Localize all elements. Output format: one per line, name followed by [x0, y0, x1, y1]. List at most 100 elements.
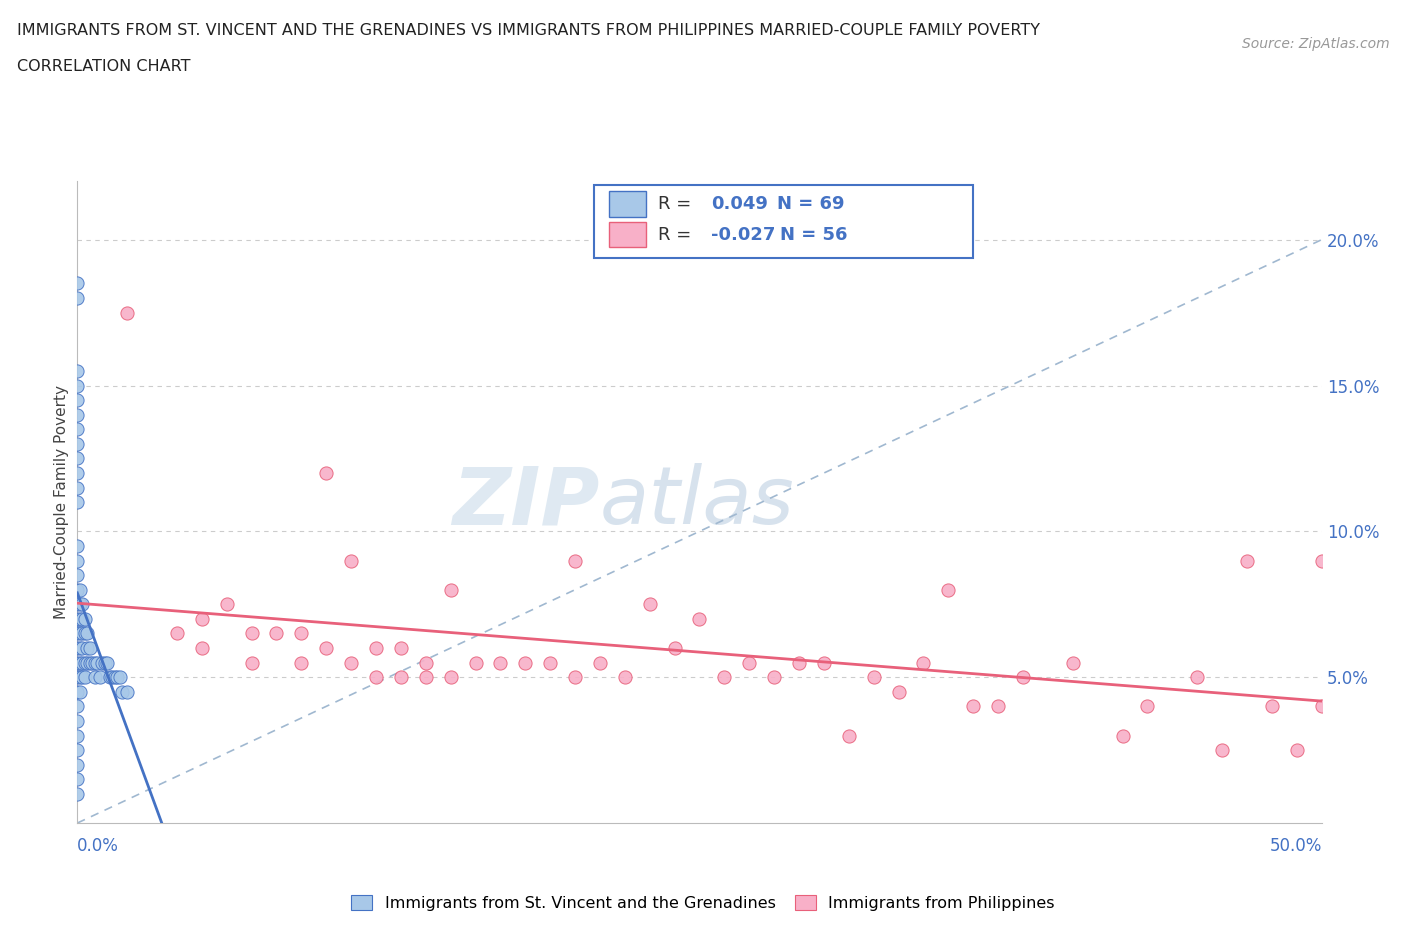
Text: CORRELATION CHART: CORRELATION CHART	[17, 59, 190, 73]
Point	[66, 364, 89, 379]
Point	[415, 670, 437, 684]
Text: atlas: atlas	[600, 463, 794, 541]
Text: 0.0%: 0.0%	[77, 837, 120, 855]
Point	[69, 656, 91, 671]
Point	[240, 656, 263, 671]
Point	[108, 670, 131, 684]
Point	[104, 670, 127, 684]
Point	[515, 656, 537, 671]
Point	[1211, 743, 1233, 758]
Text: 0.049: 0.049	[710, 194, 768, 213]
Point	[73, 611, 96, 626]
Point	[987, 699, 1010, 714]
FancyBboxPatch shape	[609, 221, 645, 247]
Point	[862, 670, 884, 684]
Point	[66, 538, 89, 553]
Text: 50.0%: 50.0%	[1270, 837, 1322, 855]
Point	[1187, 670, 1209, 684]
Text: Source: ZipAtlas.com: Source: ZipAtlas.com	[1241, 37, 1389, 51]
Point	[76, 656, 98, 671]
FancyBboxPatch shape	[609, 191, 645, 217]
Point	[72, 641, 94, 656]
Point	[689, 611, 711, 626]
Point	[290, 626, 312, 641]
Point	[66, 670, 89, 684]
Point	[962, 699, 984, 714]
Point	[72, 611, 94, 626]
Point	[440, 670, 463, 684]
Point	[66, 422, 89, 437]
Point	[1136, 699, 1159, 714]
Point	[1111, 728, 1133, 743]
Point	[1310, 699, 1333, 714]
FancyBboxPatch shape	[593, 184, 973, 259]
Point	[589, 656, 612, 671]
Point	[290, 656, 312, 671]
Point	[93, 656, 115, 671]
Point	[79, 656, 101, 671]
Point	[66, 684, 89, 699]
Point	[66, 713, 89, 728]
Point	[86, 656, 108, 671]
Point	[713, 670, 735, 684]
Point	[664, 641, 686, 656]
Point	[105, 670, 128, 684]
Point	[66, 553, 89, 568]
Point	[938, 582, 960, 597]
Point	[240, 626, 263, 641]
Point	[1012, 670, 1035, 684]
Point	[813, 656, 835, 671]
Point	[66, 582, 89, 597]
Text: IMMIGRANTS FROM ST. VINCENT AND THE GRENADINES VS IMMIGRANTS FROM PHILIPPINES MA: IMMIGRANTS FROM ST. VINCENT AND THE GREN…	[17, 23, 1040, 38]
Point	[98, 670, 121, 684]
Point	[1285, 743, 1308, 758]
Point	[72, 656, 94, 671]
Point	[538, 656, 561, 671]
Point	[1062, 656, 1084, 671]
Point	[69, 611, 91, 626]
Point	[738, 656, 761, 671]
Point	[66, 495, 89, 510]
Point	[315, 641, 337, 656]
Point	[66, 379, 89, 393]
Point	[115, 305, 138, 320]
Y-axis label: Married-Couple Family Poverty: Married-Couple Family Poverty	[53, 385, 69, 619]
Text: R =: R =	[658, 226, 697, 244]
Point	[613, 670, 636, 684]
Point	[69, 597, 91, 612]
Point	[787, 656, 810, 671]
Point	[66, 407, 89, 422]
Point	[1236, 553, 1258, 568]
Point	[1310, 553, 1333, 568]
Point	[887, 684, 910, 699]
Point	[66, 743, 89, 758]
Point	[315, 466, 337, 481]
Point	[89, 670, 111, 684]
Point	[66, 436, 89, 451]
Point	[76, 626, 98, 641]
Point	[69, 670, 91, 684]
Point	[191, 611, 214, 626]
Point	[66, 466, 89, 481]
Point	[266, 626, 288, 641]
Point	[66, 276, 89, 291]
Point	[564, 553, 586, 568]
Point	[101, 670, 124, 684]
Point	[115, 684, 138, 699]
Point	[763, 670, 786, 684]
Point	[69, 582, 91, 597]
Point	[96, 656, 118, 671]
Point	[66, 290, 89, 305]
Text: ZIP: ZIP	[453, 463, 600, 541]
Point	[66, 656, 89, 671]
Text: R =: R =	[658, 194, 697, 213]
Point	[66, 728, 89, 743]
Point	[66, 611, 89, 626]
Point	[79, 641, 101, 656]
Point	[638, 597, 661, 612]
Point	[364, 641, 387, 656]
Text: N = 69: N = 69	[776, 194, 844, 213]
Point	[66, 597, 89, 612]
Point	[215, 597, 238, 612]
Point	[72, 670, 94, 684]
